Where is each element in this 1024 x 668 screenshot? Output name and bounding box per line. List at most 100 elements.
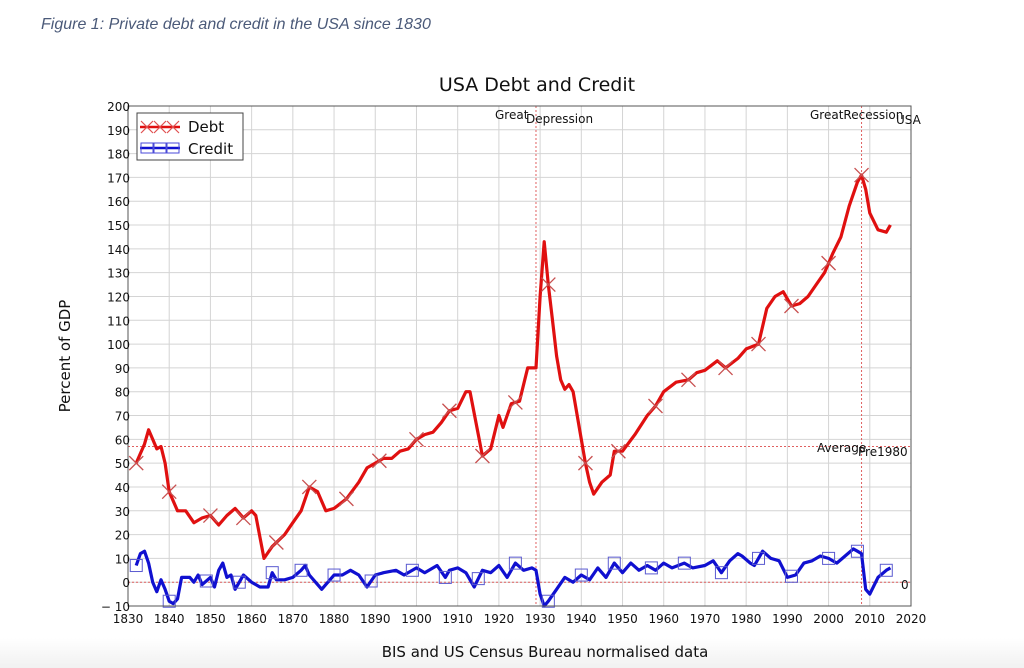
great-recession-label: GreatRecession — [810, 108, 903, 122]
usa-label: USA — [896, 113, 922, 127]
figure-caption: Figure 1: Private debt and credit in the… — [41, 16, 431, 33]
x-tick-label: 1910 — [442, 612, 473, 626]
x-tick-label: 2010 — [855, 612, 886, 626]
debt-marker — [371, 453, 387, 469]
legend-debt-marker-icon — [140, 120, 180, 134]
y-tick-label: 30 — [115, 505, 130, 519]
y-tick-label: 10 — [115, 552, 130, 566]
x-tick-label: 2020 — [896, 612, 927, 626]
y-tick-label: 20 — [115, 529, 130, 543]
y-tick-label: 160 — [107, 195, 130, 209]
y-tick-label: 0 — [122, 576, 130, 590]
credit-marker — [822, 551, 836, 565]
x-tick-label: 1950 — [607, 612, 638, 626]
debt-marker — [610, 443, 626, 459]
y-tick-label: 180 — [107, 148, 130, 162]
y-tick-label: 150 — [107, 219, 130, 233]
x-tick-label: 1840 — [154, 612, 185, 626]
y-tick-label: 200 — [107, 100, 130, 114]
x-tick-label: 1860 — [236, 612, 267, 626]
y-tick-label: 80 — [115, 386, 130, 400]
x-tick-label: 1960 — [648, 612, 679, 626]
x-tick-label: 1830 — [113, 612, 144, 626]
credit-marker — [677, 556, 691, 570]
credit-marker — [574, 568, 588, 582]
y-axis-label: Percent of GDP — [56, 300, 74, 413]
series-line-credit — [134, 547, 892, 608]
y-tick-label: 170 — [107, 171, 130, 185]
debt-marker — [474, 448, 490, 464]
x-tick-label: 1980 — [731, 612, 762, 626]
x-tick-label: 1890 — [360, 612, 391, 626]
y-tick-label: 100 — [107, 338, 130, 352]
credit-marker — [438, 570, 452, 584]
x-tick-label: 1990 — [772, 612, 803, 626]
credit-marker — [162, 594, 176, 608]
zero-label: 0 — [901, 578, 909, 592]
y-tick-label: 40 — [115, 481, 130, 495]
x-tick-label: 1920 — [484, 612, 515, 626]
legend-debt-label: Debt — [188, 118, 224, 136]
credit-marker — [714, 566, 728, 580]
great-depression-label-b: Depression — [526, 112, 593, 126]
debt-marker — [268, 535, 284, 550]
y-tick-label: 60 — [115, 433, 130, 447]
credit-marker — [232, 575, 246, 589]
y-tick-label: 130 — [107, 267, 130, 281]
debt-marker — [681, 372, 696, 388]
credit-marker — [265, 566, 279, 580]
ref-labels: Great Depression GreatRecession USA Aver… — [495, 108, 922, 592]
pre1980-label: Pre1980 — [858, 445, 908, 459]
x-tick-label: 1970 — [690, 612, 721, 626]
debt-marker — [784, 298, 799, 314]
legend: Debt Credit — [136, 112, 244, 161]
credit-marker — [294, 563, 308, 577]
debt-marker — [409, 431, 424, 447]
debt-marker — [718, 360, 734, 376]
ticks: 1830 1840 1850 1860 1870 1880 1890 1900 1910 1920… — [101, 100, 926, 626]
y-tick-label: 50 — [115, 457, 130, 471]
grid — [127, 105, 912, 607]
average-label: Average — [817, 441, 866, 455]
debt-marker — [338, 491, 354, 507]
debt-marker — [507, 394, 523, 410]
series-layer — [128, 167, 893, 608]
y-tick-label: 110 — [107, 314, 130, 328]
x-tick-label: 1900 — [401, 612, 432, 626]
series-line-debt — [134, 173, 892, 560]
debt-marker — [648, 398, 663, 414]
credit-marker — [607, 556, 621, 570]
x-tick-label: 1850 — [195, 612, 226, 626]
credit-marker — [327, 568, 341, 582]
debt-marker — [235, 510, 251, 526]
x-tick-label: 1870 — [278, 612, 309, 626]
credit-marker — [752, 551, 766, 565]
chart-title: USA Debt and Credit — [439, 74, 635, 96]
y-tick-label: 190 — [107, 124, 130, 138]
credit-marker — [199, 574, 213, 588]
y-tick-label: − 10 — [101, 600, 130, 614]
debt-marker — [202, 508, 218, 523]
credit-marker — [541, 594, 555, 608]
credit-marker — [405, 563, 419, 577]
x-tick-label: 2000 — [813, 612, 844, 626]
credit-marker — [644, 561, 658, 575]
credit-marker — [850, 544, 864, 558]
debt-marker — [577, 455, 593, 471]
credit-marker — [879, 563, 893, 577]
debt-marker — [751, 336, 766, 352]
reference-lines — [128, 106, 911, 606]
footer-band — [0, 638, 1024, 668]
x-tick-label: 1940 — [566, 612, 597, 626]
credit-marker — [364, 574, 378, 588]
credit-marker — [784, 569, 798, 583]
debt-marker — [441, 403, 457, 419]
x-axis-label: BIS and US Census Bureau normalised data — [382, 643, 709, 661]
y-tick-label: 140 — [107, 243, 130, 257]
y-tick-label: 70 — [115, 410, 130, 424]
debt-marker — [128, 455, 144, 471]
debt-marker — [854, 167, 870, 183]
credit-marker — [508, 556, 522, 570]
debt-marker — [821, 255, 837, 271]
